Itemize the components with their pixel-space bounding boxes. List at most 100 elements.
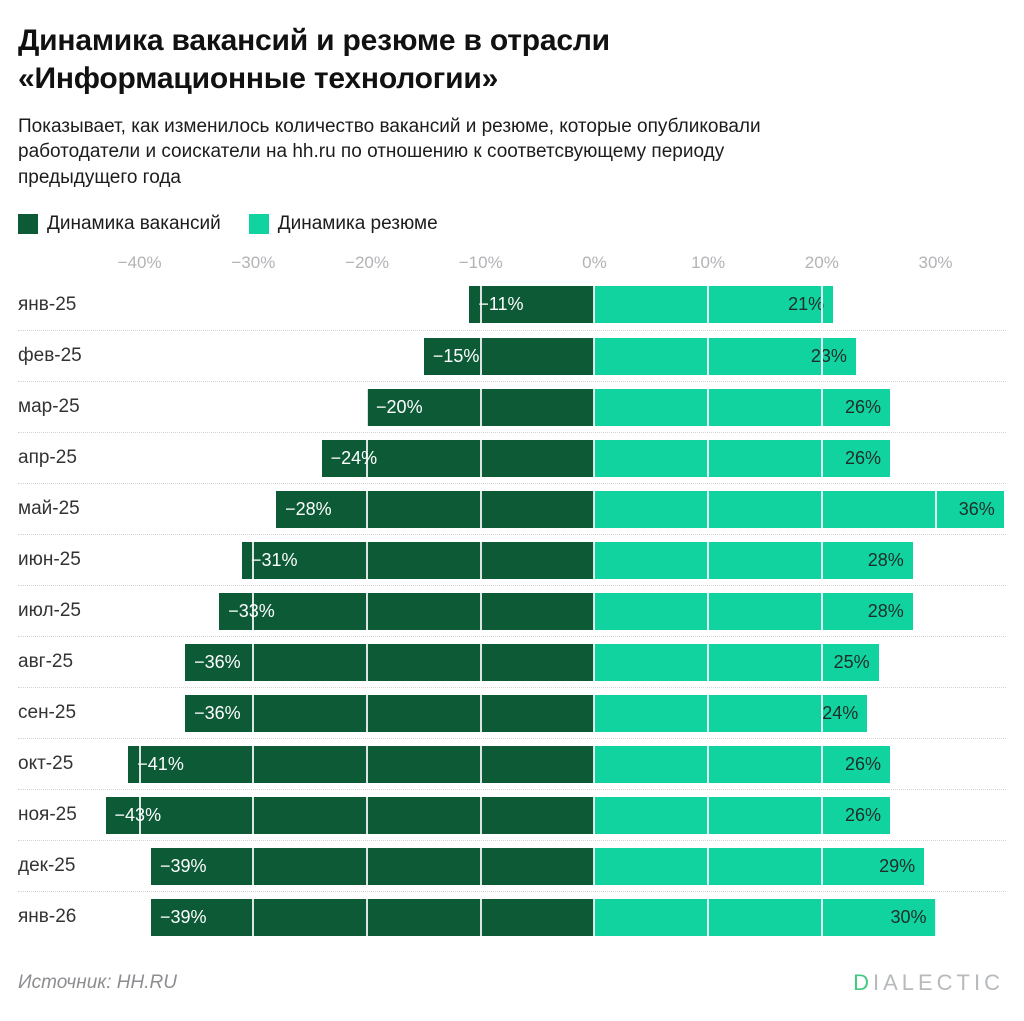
gridline — [820, 338, 823, 376]
resume-bar: 36% — [594, 491, 1004, 529]
gridline — [934, 899, 937, 937]
gridline — [707, 338, 710, 376]
chart-row: мар-25 −20% 26% — [18, 381, 1006, 432]
vacancy-bar: −39% — [151, 899, 595, 937]
resume-bar: 25% — [594, 644, 879, 682]
gridline — [707, 440, 710, 478]
resume-bar: 21% — [594, 286, 834, 324]
vacancy-value-label: −11% — [478, 294, 524, 315]
vacancy-value-label: −39% — [160, 907, 207, 928]
chart-row: янв-26 −39% 30% — [18, 891, 1006, 942]
row-label: сен-25 — [18, 702, 77, 724]
resume-bar: 30% — [594, 899, 936, 937]
chart-page: Динамика вакансий и резюме в отрасли «Ин… — [18, 24, 1006, 995]
gridline — [707, 746, 710, 784]
row-label: май-25 — [18, 498, 80, 520]
gridline — [138, 491, 141, 529]
resume-bar: 26% — [594, 746, 891, 784]
gridline — [820, 389, 823, 427]
resume-value-label: 36% — [958, 499, 995, 520]
legend: Динамика вакансий Динамика резюме — [18, 213, 1006, 235]
page-title: Динамика вакансий и резюме в отрасли «Ин… — [18, 24, 610, 95]
axis-tick-label: 30% — [918, 253, 953, 273]
row-label: окт-25 — [18, 753, 74, 775]
gridline — [707, 491, 710, 529]
gridline — [707, 593, 710, 631]
gridline — [820, 644, 823, 682]
vacancy-value-label: −20% — [376, 397, 423, 418]
legend-swatch-icon — [248, 214, 269, 235]
row-label: июл-25 — [18, 600, 81, 622]
gridline — [479, 644, 482, 682]
chart-row: июн-25 −31% 28% — [18, 534, 1006, 585]
gridline — [934, 593, 937, 631]
chart-row: ноя-25 −43% 26% — [18, 789, 1006, 840]
axis-tick-label: −30% — [231, 253, 276, 273]
gridline — [820, 491, 823, 529]
gridline — [593, 695, 596, 733]
gridline — [820, 695, 823, 733]
row-label: апр-25 — [18, 447, 77, 469]
axis-tick-label: −10% — [458, 253, 503, 273]
gridline — [252, 542, 255, 580]
gridline — [138, 389, 141, 427]
vacancy-bar: −15% — [423, 338, 595, 376]
resume-value-label: 28% — [867, 550, 904, 571]
row-label: ноя-25 — [18, 804, 77, 826]
vacancy-bar: −41% — [128, 746, 595, 784]
vacancy-value-label: −41% — [137, 754, 184, 775]
gridline — [479, 899, 482, 937]
gridline — [252, 491, 255, 529]
bar-chart: −40% −30% −20% −10% 0% 10% 20% 30% янв-25 −11% 21… — [18, 253, 1006, 942]
resume-value-label: 23% — [810, 346, 847, 367]
gridline — [479, 286, 482, 324]
gridline — [138, 797, 141, 835]
axis-tick-label: 10% — [691, 253, 726, 273]
gridline — [593, 440, 596, 478]
gridline — [138, 848, 141, 886]
gridline — [138, 286, 141, 324]
gridline — [707, 644, 710, 682]
gridline — [252, 695, 255, 733]
resume-value-label: 24% — [822, 703, 859, 724]
gridline — [820, 593, 823, 631]
gridline — [479, 695, 482, 733]
gridline — [479, 542, 482, 580]
chart-row: апр-25 −24% 26% — [18, 432, 1006, 483]
gridline — [252, 848, 255, 886]
resume-value-label: 29% — [879, 856, 916, 877]
vacancy-value-label: −43% — [115, 797, 162, 834]
gridline — [138, 695, 141, 733]
gridline — [707, 542, 710, 580]
gridline — [820, 899, 823, 937]
axis-tick-label: −40% — [117, 253, 162, 273]
vacancy-bar: −33% — [219, 593, 595, 631]
chart-row: сен-25 −36% 24% — [18, 687, 1006, 738]
vacancy-bar: −43% — [105, 797, 595, 835]
resume-value-label: 30% — [890, 907, 927, 928]
vacancy-value-label: −36% — [194, 703, 241, 724]
chart-row: фев-25 −15% 23% — [18, 330, 1006, 381]
resume-value-label: 26% — [844, 805, 882, 826]
vacancy-value-label: −39% — [160, 856, 207, 877]
gridline — [593, 644, 596, 682]
legend-item-1: Динамика резюме — [248, 213, 438, 235]
vacancy-bar: −28% — [276, 491, 595, 529]
row-label: июн-25 — [18, 549, 81, 571]
gridline — [593, 848, 596, 886]
gridline — [138, 440, 141, 478]
row-label: дек-25 — [18, 855, 76, 877]
gridline — [934, 644, 937, 682]
vacancy-bar: −31% — [241, 542, 595, 580]
resume-value-label: 21% — [788, 294, 825, 315]
gridline — [934, 797, 937, 835]
gridline — [366, 338, 369, 376]
gridline — [820, 797, 823, 835]
vacancy-bar: −36% — [185, 644, 595, 682]
gridline — [707, 389, 710, 427]
resume-bar: 24% — [594, 695, 868, 733]
resume-bar: 26% — [594, 389, 891, 427]
gridline — [252, 593, 255, 631]
vacancy-value-label: −15% — [432, 346, 480, 367]
legend-label: Динамика вакансий — [47, 213, 221, 235]
